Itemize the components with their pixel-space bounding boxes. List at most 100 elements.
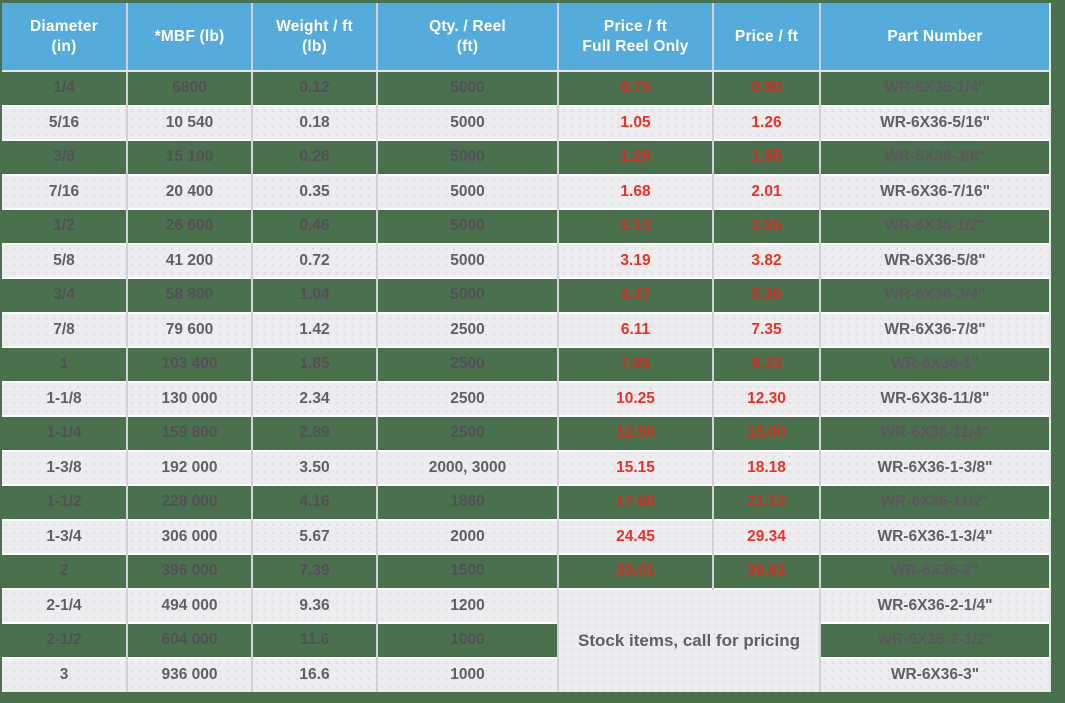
cell-part: WR-6X36-11/8"	[820, 380, 1051, 416]
cell-diameter: 1-1/4	[2, 415, 128, 451]
cell-price_full: 10.25	[558, 380, 714, 416]
table-row: 3 936 000 16.6 1000 WR-6X36-3"	[2, 656, 1051, 692]
cell-weight: 2.89	[252, 415, 378, 451]
column-header-mbf: *MBF (lb)	[127, 3, 253, 72]
cell-part: WR-6X36-1-3/4"	[820, 518, 1051, 554]
cell-mbf: 604 000	[127, 622, 253, 658]
cell-part: WR-6X36-7/8"	[820, 311, 1051, 347]
cell-weight: 16.6	[252, 656, 378, 692]
cell-diameter: 1-3/8	[2, 449, 128, 485]
cell-mbf: 228 000	[127, 484, 253, 520]
cell-mbf: 396 000	[127, 553, 253, 589]
cell-diameter: 3/8	[2, 139, 128, 175]
cell-mbf: 936 000	[127, 656, 253, 692]
cell-diameter: 1-3/4	[2, 518, 128, 554]
cell-part: WR-6X36-2-1/2"	[820, 622, 1051, 658]
cell-mbf: 10 540	[127, 104, 253, 140]
cell-mbf: 41 200	[127, 242, 253, 278]
cell-weight: 0.46	[252, 208, 378, 244]
cell-weight: 11.6	[252, 622, 378, 658]
cell-price: 21.12	[713, 484, 821, 520]
cell-weight: 0.18	[252, 104, 378, 140]
cell-qty: 2500	[377, 346, 559, 382]
cell-qty: 1860	[377, 484, 559, 520]
cell-diameter: 1-1/2	[2, 484, 128, 520]
table-row: 7/16 20 400 0.35 5000 1.68 2.01 WR-6X36-7/16"	[2, 173, 1051, 209]
cell-price_full: 0.75	[558, 71, 714, 106]
table-row: 1-3/4 306 000 5.67 2000 24.45 29.34 WR-6X36-1-…	[2, 518, 1051, 554]
cell-price: 9.33	[713, 346, 821, 382]
cell-mbf: 103 400	[127, 346, 253, 382]
cell-diameter: 5/8	[2, 242, 128, 278]
cell-diameter: 1/4	[2, 71, 128, 106]
table-row: 1-1/4 159 800 2.89 2500 12.50 15.00 WR-6X36-11…	[2, 415, 1051, 451]
column-header-weight: Weight / ft (lb)	[252, 3, 378, 72]
cell-price: 29.34	[713, 518, 821, 554]
cell-weight: 1.42	[252, 311, 378, 347]
cell-diameter: 5/16	[2, 104, 128, 140]
cell-price: 5.36	[713, 277, 821, 313]
cell-qty: 1200	[377, 587, 559, 623]
table-row: 1/2 26 600 0.46 5000 2.13 2.55 WR-6X36-1/2"	[2, 208, 1051, 244]
cell-mbf: 26 600	[127, 208, 253, 244]
cell-weight: 1.04	[252, 277, 378, 313]
cell-part: WR-6X36-7/16"	[820, 173, 1051, 209]
table-row: 2-1/4 494 000 9.36 1200 Stock items, call fo…	[2, 587, 1051, 692]
cell-price_full: 4.47	[558, 277, 714, 313]
cell-weight: 4.16	[252, 484, 378, 520]
cell-diameter: 7/8	[2, 311, 128, 347]
header-row: Diameter (in) *MBF (lb) Weight / ft (lb) Qt…	[2, 3, 1051, 72]
cell-price_full: 24.45	[558, 518, 714, 554]
cell-mbf: 79 600	[127, 311, 253, 347]
table-row: 7/8 79 600 1.42 2500 6.11 7.35 WR-6X36-7/8"	[2, 311, 1051, 347]
cell-diameter: 7/16	[2, 173, 128, 209]
cell-weight: 9.36	[252, 587, 378, 623]
cell-price_full: 1.05	[558, 104, 714, 140]
column-header-diameter: Diameter (in)	[2, 3, 128, 72]
table-row: 3/8 15 100 0.26 5000 1.29 1.55 WR-6X36-3/8"	[2, 139, 1051, 175]
cell-qty: 2500	[377, 380, 559, 416]
table-row: 5/16 10 540 0.18 5000 1.05 1.26 WR-6X36-5/16"	[2, 104, 1051, 140]
cell-price_full: 1.68	[558, 173, 714, 209]
cell-weight: 0.12	[252, 71, 378, 106]
cell-part: WR-6X36-1-3/8"	[820, 449, 1051, 485]
cell-part: WR-6X36-3/4"	[820, 277, 1051, 313]
cell-price_full: 12.50	[558, 415, 714, 451]
cell-qty: 2000, 3000	[377, 449, 559, 485]
cell-part: WR-6X36-5/8"	[820, 242, 1051, 278]
cell-price_full: 6.11	[558, 311, 714, 347]
cell-weight: 7.39	[252, 553, 378, 589]
cell-qty: 1500	[377, 553, 559, 589]
cell-diameter: 3	[2, 656, 128, 692]
cell-price: 39.61	[713, 553, 821, 589]
cell-price: 15.00	[713, 415, 821, 451]
table-body: 1/4 6800 0.12 5000 0.75 0.90 WR-6X36-1/4" 5/16 1…	[2, 71, 1051, 692]
cell-price_full: 7.85	[558, 346, 714, 382]
cell-qty: 2000	[377, 518, 559, 554]
cell-qty: 1000	[377, 656, 559, 692]
cell-mbf: 58 800	[127, 277, 253, 313]
cell-qty: 5000	[377, 104, 559, 140]
cell-mbf: 306 000	[127, 518, 253, 554]
table-row: 1/4 6800 0.12 5000 0.75 0.90 WR-6X36-1/4"	[2, 71, 1051, 106]
stock-note-cell: Stock items, call for pricing	[558, 587, 821, 692]
cell-price: 2.01	[713, 173, 821, 209]
cell-part: WR-6X36-1/4"	[820, 71, 1051, 106]
cell-diameter: 1/2	[2, 208, 128, 244]
cell-diameter: 3/4	[2, 277, 128, 313]
table-row: 5/8 41 200 0.72 5000 3.19 3.82 WR-6X36-5/8"	[2, 242, 1051, 278]
cell-part: WR-6X36-2"	[820, 553, 1051, 589]
cell-weight: 0.26	[252, 139, 378, 175]
cell-diameter: 1	[2, 346, 128, 382]
cell-price: 3.82	[713, 242, 821, 278]
cell-price_full: 33.01	[558, 553, 714, 589]
cell-weight: 2.34	[252, 380, 378, 416]
cell-qty: 5000	[377, 173, 559, 209]
column-header-price_full: Price / ft Full Reel Only	[558, 3, 714, 72]
table-row: 1-3/8 192 000 3.50 2000, 3000 15.15 18.18 WR-6…	[2, 449, 1051, 485]
column-header-qty: Qty. / Reel (ft)	[377, 3, 559, 72]
cell-qty: 2500	[377, 415, 559, 451]
cell-mbf: 192 000	[127, 449, 253, 485]
cell-price: 2.55	[713, 208, 821, 244]
cell-diameter: 2-1/4	[2, 587, 128, 623]
